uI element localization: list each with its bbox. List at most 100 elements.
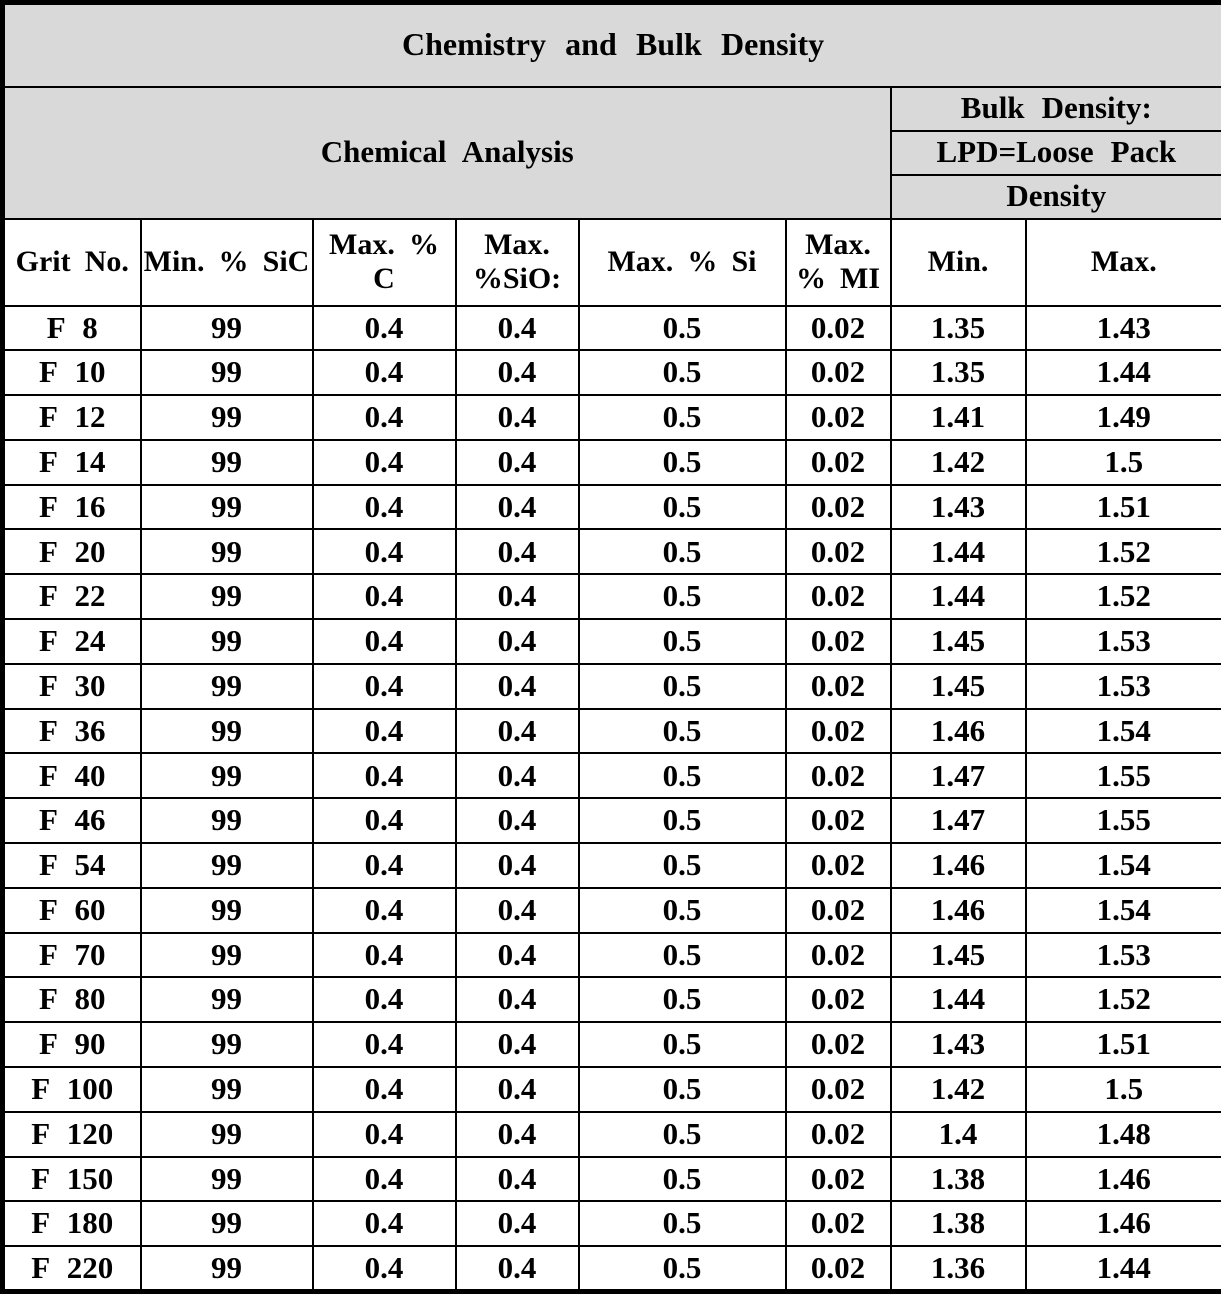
value-cell: 1.55 [1024,752,1221,800]
value-cell: 1.53 [1024,618,1221,665]
value-cell: 0.5 [577,752,787,800]
grit-cell: F 30 [1,662,142,710]
value-cell: 0.02 [784,528,892,576]
grit-cell: F 10 [1,349,142,397]
grit-cell: F 8 [1,304,142,352]
value-cell: 0.5 [577,1200,787,1248]
value-cell: 0.02 [784,394,892,441]
value-cell: 0.4 [311,1066,457,1113]
value-cell: 99 [139,1021,314,1069]
value-cell: 1.45 [889,931,1027,979]
grit-cell: F 40 [1,752,142,800]
value-cell: 0.4 [311,1110,457,1158]
value-cell: 0.5 [577,886,787,934]
table-row: F 120 99 0.4 0.4 0.5 0.02 1.4 1.48 [1,1110,1221,1158]
value-cell: 1.53 [1024,931,1221,979]
value-cell: 0.02 [784,1245,892,1293]
value-cell: 1.52 [1024,976,1221,1024]
table-row: F 24 99 0.4 0.4 0.5 0.02 1.45 1.53 [1,618,1221,665]
value-cell: 0.02 [784,662,892,710]
value-cell: 0.4 [454,707,580,755]
column-header-max-mi: Max. % MI [784,217,892,307]
table-header-section: Chemistry and Bulk Density Chemical Anal… [1,1,1221,307]
value-cell: 0.02 [784,1155,892,1203]
table-row: F 54 99 0.4 0.4 0.5 0.02 1.46 1.54 [1,842,1221,889]
grit-cell: F 16 [1,483,142,531]
value-cell: 99 [139,707,314,755]
value-cell: 1.53 [1024,662,1221,710]
value-cell: 0.4 [311,886,457,934]
value-cell: 0.02 [784,707,892,755]
table-row: F 10 99 0.4 0.4 0.5 0.02 1.35 1.44 [1,349,1221,397]
value-cell: 1.51 [1024,1021,1221,1069]
table-row: F 36 99 0.4 0.4 0.5 0.02 1.46 1.54 [1,707,1221,755]
value-cell: 1.36 [889,1245,1027,1293]
grit-cell: F 220 [1,1245,142,1293]
value-cell: 0.02 [784,349,892,397]
grit-cell: F 90 [1,1021,142,1069]
value-cell: 0.02 [784,752,892,800]
value-cell: 0.4 [311,438,457,486]
value-cell: 0.4 [311,483,457,531]
value-cell: 0.4 [311,931,457,979]
table-row: F 220 99 0.4 0.4 0.5 0.02 1.36 1.44 [1,1245,1221,1293]
value-cell: 99 [139,1110,314,1158]
section-header-row-1: Chemical Analysis Bulk Density: [1,85,1221,220]
value-cell: 0.5 [577,797,787,845]
value-cell: 0.4 [311,662,457,710]
title-row: Chemistry and Bulk Density [1,1,1221,88]
table-title: Chemistry and Bulk Density [1,1,1221,88]
value-cell: 0.02 [784,1200,892,1248]
value-cell: 1.35 [889,304,1027,352]
value-cell: 0.4 [454,886,580,934]
value-cell: 99 [139,976,314,1024]
value-cell: 99 [139,1066,314,1113]
value-cell: 1.41 [889,394,1027,441]
section-header-row-3: Density [3,173,1221,220]
value-cell: 0.5 [577,1021,787,1069]
value-cell: 0.4 [311,842,457,889]
column-header-row: Grit No. Min. % SiC Max. % C Max. %SiO: … [1,217,1221,307]
value-cell: 99 [139,528,314,576]
value-cell: 1.46 [1024,1200,1221,1248]
value-cell: 0.5 [577,394,787,441]
value-cell: 99 [139,438,314,486]
column-header-density-min: Min. [889,217,1027,307]
value-cell: 0.4 [454,349,580,397]
table-row: F 20 99 0.4 0.4 0.5 0.02 1.44 1.52 [1,528,1221,576]
section-header-row-2: LPD=Loose Pack [3,129,1221,176]
value-cell: 1.44 [889,573,1027,621]
value-cell: 0.4 [311,528,457,576]
table-row: F 46 99 0.4 0.4 0.5 0.02 1.47 1.55 [1,797,1221,845]
value-cell: 0.4 [454,1066,580,1113]
grit-cell: F 36 [1,707,142,755]
value-cell: 0.5 [577,438,787,486]
value-cell: 99 [139,1245,314,1293]
bulk-density-header-line-2: LPD=Loose Pack [889,129,1221,176]
value-cell: 0.5 [577,618,787,665]
value-cell: 0.4 [454,1155,580,1203]
value-cell: 0.5 [577,1245,787,1293]
value-cell: 0.5 [577,1155,787,1203]
value-cell: 1.54 [1024,707,1221,755]
value-cell: 0.5 [577,931,787,979]
table-row: F 70 99 0.4 0.4 0.5 0.02 1.45 1.53 [1,931,1221,979]
value-cell: 1.38 [889,1155,1027,1203]
bulk-density-header-line-3: Density [889,173,1221,220]
value-cell: 1.55 [1024,797,1221,845]
table-row: F 80 99 0.4 0.4 0.5 0.02 1.44 1.52 [1,976,1221,1024]
table-row: F 180 99 0.4 0.4 0.5 0.02 1.38 1.46 [1,1200,1221,1248]
table-row: F 150 99 0.4 0.4 0.5 0.02 1.38 1.46 [1,1155,1221,1203]
value-cell: 1.46 [889,842,1027,889]
value-cell: 0.02 [784,1021,892,1069]
value-cell: 1.44 [1024,1245,1221,1293]
grit-cell: F 54 [1,842,142,889]
value-cell: 0.4 [454,394,580,441]
grit-cell: F 20 [1,528,142,576]
value-cell: 0.02 [784,573,892,621]
value-cell: 1.45 [889,662,1027,710]
column-header-min-sic: Min. % SiC [139,217,314,307]
value-cell: 1.52 [1024,573,1221,621]
value-cell: 99 [139,1200,314,1248]
value-cell: 0.5 [577,349,787,397]
